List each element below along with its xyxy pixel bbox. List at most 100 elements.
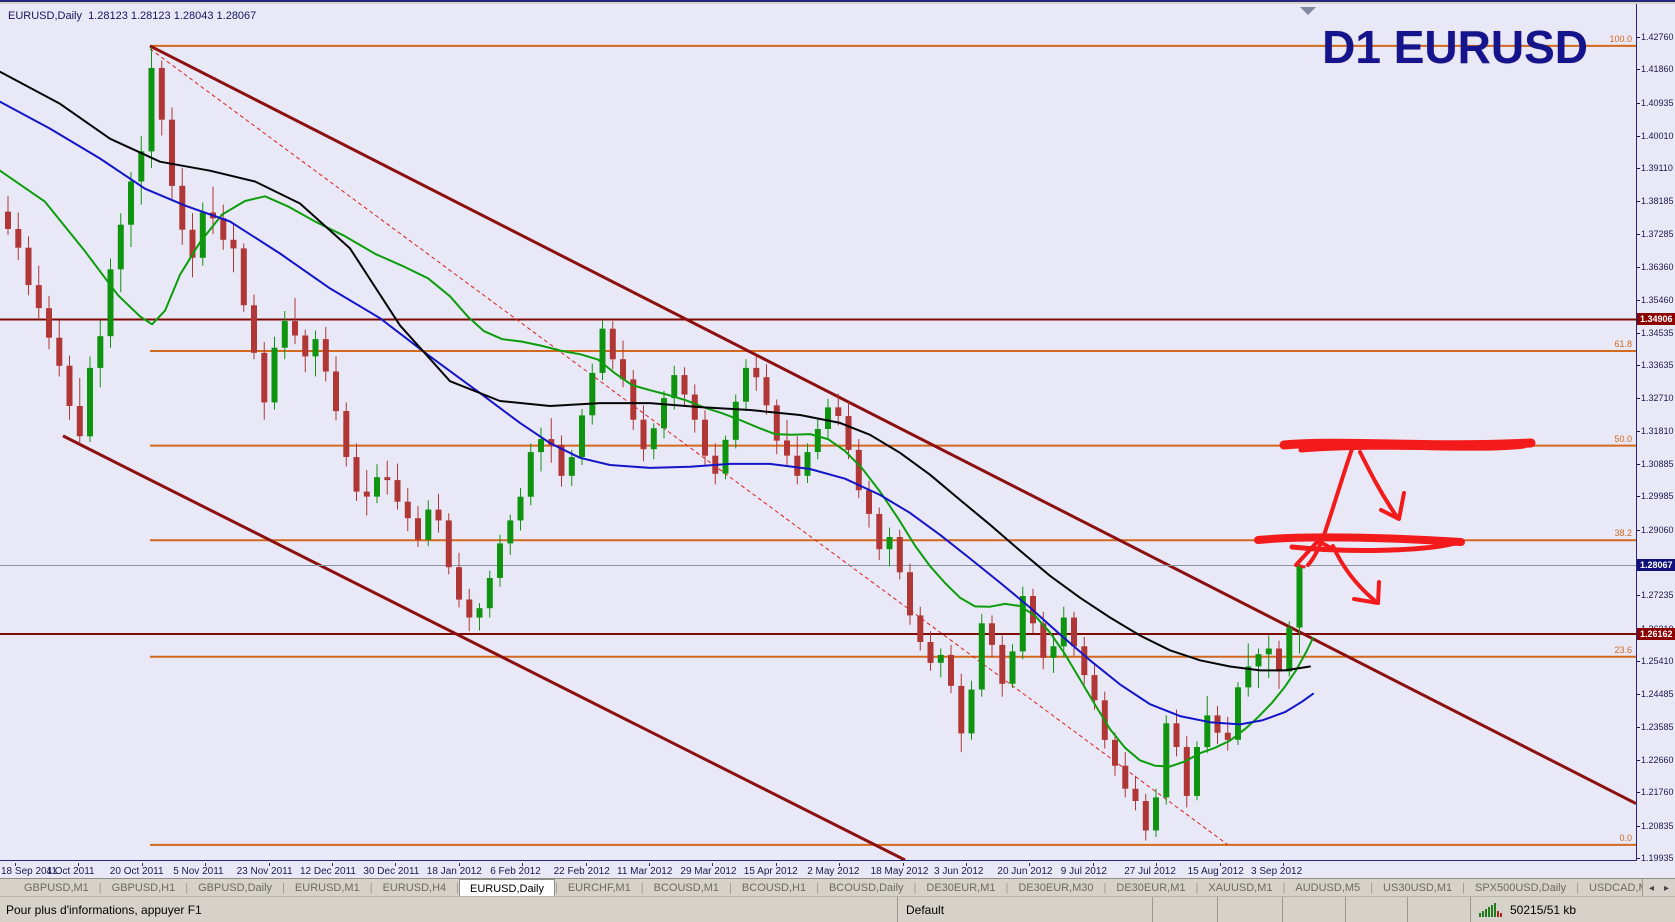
tab-scroll-left-icon[interactable]: ◂ xyxy=(1648,882,1654,894)
hand-drawn-annotation[interactable] xyxy=(1254,533,1465,546)
chart-tab-de30eur-m30[interactable]: DE30EUR,M30 xyxy=(1018,882,1094,894)
price-axis-label: 1.31810 xyxy=(1637,426,1675,436)
date-tick xyxy=(141,863,143,866)
chart-tab-eurchf-m1[interactable]: EURCHF,M1 xyxy=(567,882,631,894)
date-axis-label: 3 Jun 2012 xyxy=(934,866,984,877)
price-axis-label: 1.32710 xyxy=(1637,393,1675,403)
date-axis-label: 18 Sep 2011 xyxy=(1,866,57,877)
date-tick xyxy=(395,863,397,866)
chart-tab-usdcad-m1[interactable]: USDCAD,M1 xyxy=(1588,882,1642,894)
status-cell xyxy=(1345,897,1407,922)
date-tick xyxy=(268,863,270,866)
price-axis-label: 1.41860 xyxy=(1637,64,1675,74)
fib-level-label: 61.8 xyxy=(1614,338,1632,349)
price-axis-label: 1.21760 xyxy=(1637,787,1675,797)
chart-tab-bcousd-daily[interactable]: BCOUSD,Daily xyxy=(828,882,904,894)
status-cell xyxy=(1152,897,1217,922)
chart-tab-eurusd-h4[interactable]: EURUSD,H4 xyxy=(382,882,447,894)
date-axis-label: 11 Mar 2012 xyxy=(617,866,673,877)
chart-plot-area[interactable]: EURUSD,Daily 1.28123 1.28123 1.28043 1.2… xyxy=(0,4,1637,861)
chart-tab-bar: GBPUSD,M1 | GBPUSD,H1 | GBPUSD,Daily | EURUSD,… xyxy=(0,878,1675,897)
date-axis-label: 9 Jul 2012 xyxy=(1060,866,1107,877)
hand-drawn-annotation[interactable] xyxy=(1294,539,1333,567)
price-axis-label: 1.29985 xyxy=(1637,491,1675,501)
date-tick xyxy=(205,863,207,866)
tab-separator: | xyxy=(640,882,644,894)
chart-tab-gbpusd-m1[interactable]: GBPUSD,M1 xyxy=(24,882,89,894)
chart-window: EURUSD,Daily 1.28123 1.28123 1.28043 1.2… xyxy=(0,4,1675,880)
chart-tab-eurusd-m1[interactable]: EURUSD,M1 xyxy=(294,882,360,894)
price-axis[interactable]: 1.42760 1.41860 1.40935 1.40010 1.39110 1.381… xyxy=(1637,4,1675,863)
date-axis-label: 3 Sep 2012 xyxy=(1251,866,1303,877)
tab-separator: | xyxy=(456,882,460,894)
channel-upper[interactable] xyxy=(149,44,1636,805)
hand-drawn-annotation[interactable] xyxy=(1279,438,1536,450)
hand-drawn-annotation[interactable] xyxy=(1331,544,1376,602)
date-axis-label: 4 Oct 2011 xyxy=(46,866,95,877)
date-tick xyxy=(1029,863,1031,866)
hand-drawn-annotation[interactable] xyxy=(1299,564,1306,569)
tab-separator: | xyxy=(369,882,373,894)
candlestick-chart xyxy=(0,44,1636,860)
hand-drawn-annotation[interactable] xyxy=(1298,443,1527,453)
date-axis-label: 18 Jan 2012 xyxy=(426,866,482,877)
price-axis-label: 1.40010 xyxy=(1637,131,1675,141)
date-axis-label: 18 May 2012 xyxy=(870,866,929,877)
fib-level-label: 0.0 xyxy=(1619,832,1632,843)
price-badge: 1.34906 xyxy=(1637,313,1675,326)
ma-fast-green[interactable] xyxy=(0,169,1314,768)
tab-separator: | xyxy=(1282,882,1286,894)
tab-separator: | xyxy=(98,882,102,894)
price-axis-label: 1.36360 xyxy=(1637,262,1675,272)
chart-tab-bcousd-m1[interactable]: BCOUSD,M1 xyxy=(653,882,720,894)
ma-slow-black[interactable] xyxy=(0,70,1311,672)
date-tick xyxy=(902,863,904,866)
chart-tab-gbpusd-h1[interactable]: GBPUSD,H1 xyxy=(111,882,176,894)
date-axis-label: 5 Nov 2011 xyxy=(173,866,224,877)
fib-diagonal[interactable] xyxy=(149,48,1229,846)
price-axis-label: 1.25410 xyxy=(1637,656,1675,666)
chart-tab-gbpusd-daily[interactable]: GBPUSD,Daily xyxy=(198,882,273,894)
hand-drawn-annotation[interactable] xyxy=(1358,450,1399,519)
tab-separator: | xyxy=(913,882,917,894)
chart-tab-us30usd-m1[interactable]: US30USD,M1 xyxy=(1383,882,1453,894)
chart-shift-marker-icon[interactable] xyxy=(1300,7,1316,15)
price-axis-label: 1.27235 xyxy=(1637,590,1675,600)
tab-separator: | xyxy=(1370,882,1374,894)
chart-tab-audusd-m5[interactable]: AUDUSD,M5 xyxy=(1295,882,1361,894)
price-axis-label: 1.35460 xyxy=(1637,295,1675,305)
channel-lower[interactable] xyxy=(62,434,906,860)
tab-separator: | xyxy=(554,882,558,894)
chart-tab-eurusd-daily[interactable]: EURUSD,Daily xyxy=(459,879,555,897)
tab-scroll-right-icon[interactable]: ▸ xyxy=(1663,882,1669,894)
date-tick xyxy=(1092,863,1094,866)
date-tick xyxy=(522,863,524,866)
date-axis[interactable]: 18 Sep 2011 4 Oct 2011 20 Oct 2011 5 Nov 20… xyxy=(0,863,1675,880)
date-axis-label: 15 Apr 2012 xyxy=(743,866,798,877)
chart-tab-spx500usd-daily[interactable]: SPX500USD,Daily xyxy=(1474,882,1567,894)
chart-tab-xauusd-m1[interactable]: XAUUSD,M1 xyxy=(1208,882,1273,894)
price-axis-label: 1.42760 xyxy=(1637,32,1675,42)
tab-separator: | xyxy=(1103,882,1107,894)
price-axis-label: 1.24485 xyxy=(1637,689,1675,699)
hand-drawn-annotation[interactable] xyxy=(1379,491,1406,521)
price-axis-label: 1.23585 xyxy=(1637,722,1675,732)
hand-drawn-annotation[interactable] xyxy=(1306,447,1354,567)
ma-mid-blue[interactable] xyxy=(0,100,1314,726)
status-traffic: 50215/51 kb xyxy=(1510,903,1577,917)
date-axis-label: 23 Nov 2011 xyxy=(236,866,293,877)
date-tick xyxy=(78,863,80,866)
chart-tab-de30eur-m1[interactable]: DE30EUR,M1 xyxy=(926,882,996,894)
chart-tab-bcousd-h1[interactable]: BCOUSD,H1 xyxy=(741,882,807,894)
tab-separator: | xyxy=(1005,882,1009,894)
hand-drawn-annotation[interactable] xyxy=(1352,580,1381,605)
symbol-ohlc-readout: EURUSD,Daily 1.28123 1.28123 1.28043 1.2… xyxy=(8,10,257,22)
price-axis-label: 1.40935 xyxy=(1637,98,1675,108)
tab-separator: | xyxy=(729,882,732,894)
date-tick xyxy=(1156,863,1158,866)
chart-tab-de30eur-m1[interactable]: DE30EUR,M1 xyxy=(1116,882,1186,894)
date-tick xyxy=(775,863,777,866)
tab-separator: | xyxy=(1462,882,1465,894)
date-axis-label: 20 Jun 2012 xyxy=(997,866,1053,877)
